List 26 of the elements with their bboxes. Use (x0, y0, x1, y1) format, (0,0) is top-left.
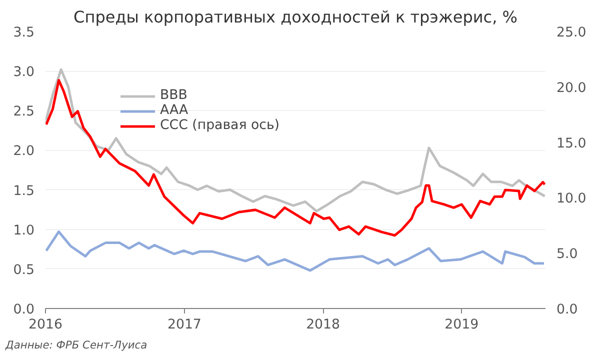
y-tick-label: 0.0 (13, 302, 35, 318)
y2-tick-label: 20.0 (556, 80, 586, 96)
x-tick-label: 2019 (444, 318, 479, 332)
legend-label: BBB (160, 88, 188, 103)
y-tick-label: 1.5 (13, 184, 35, 199)
y2-tick-label: 10.0 (556, 192, 586, 207)
chart-title: Спреды корпоративных доходностей к трэжерис, % (74, 8, 518, 26)
y2-tick-label: 25.0 (556, 26, 586, 40)
line-series (46, 79, 546, 237)
text: Данные: ФРБ Сент-Луиса (4, 338, 148, 352)
y-tick-label: 3.5 (13, 26, 35, 40)
y-tick-label: 1.0 (13, 223, 35, 238)
y2-tick-label: 0.0 (556, 302, 578, 318)
y-tick-label: 0.5 (13, 262, 35, 278)
line-series (46, 68, 546, 212)
line-series (46, 230, 546, 272)
legend-label: AAA (160, 103, 188, 118)
y2-tick-label: 5.0 (556, 247, 578, 262)
x-tick-label: 2016 (28, 318, 62, 332)
x-tick-label: 2018 (306, 318, 340, 332)
y-tick-label: 3.0 (13, 65, 35, 80)
x-tick-label: 2017 (167, 318, 202, 332)
y-tick-label: 2.0 (13, 144, 35, 160)
legend-label: CCC (правая ось) (160, 118, 280, 133)
y-tick-label: 2.5 (13, 104, 35, 120)
y2-tick-label: 15.0 (556, 136, 586, 152)
